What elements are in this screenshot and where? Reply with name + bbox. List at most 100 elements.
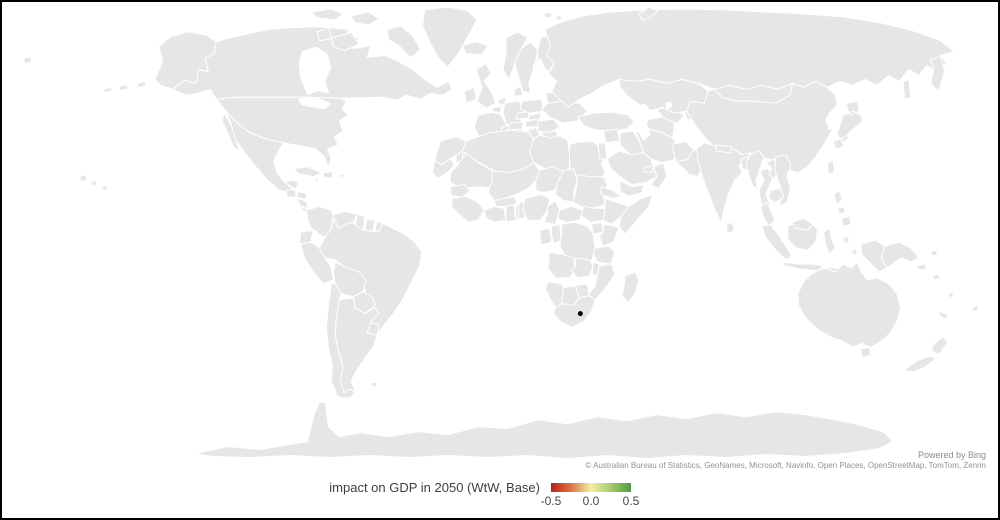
country-greenland[interactable]	[422, 6, 478, 68]
country-hispaniola[interactable]	[322, 171, 334, 180]
country-tanzania[interactable]	[592, 245, 616, 265]
country-eritrea[interactable]	[600, 186, 622, 199]
country-india[interactable]	[695, 142, 751, 223]
country-new-caledonia[interactable]	[938, 311, 950, 321]
country-belgium[interactable]	[491, 106, 503, 114]
legend-tick-max: 0.5	[622, 494, 640, 508]
country-guatemala[interactable]	[285, 189, 298, 198]
country-cambodia[interactable]	[768, 188, 785, 203]
legend-tick-mid: 0.0	[582, 494, 600, 508]
country-japan[interactable]	[832, 100, 864, 150]
country-nepal[interactable]	[714, 144, 733, 154]
baltic-sea	[532, 57, 546, 86]
country-ivory-coast[interactable]	[483, 205, 507, 223]
country-sumatra[interactable]	[761, 223, 793, 261]
country-vietnam[interactable]	[774, 154, 792, 207]
country-car[interactable]	[557, 205, 584, 223]
country-yemen[interactable]	[619, 180, 645, 197]
country-png[interactable]	[880, 241, 920, 269]
country-vanuatu[interactable]	[948, 291, 954, 299]
country-ghana[interactable]	[505, 203, 517, 223]
country-java[interactable]	[781, 261, 824, 272]
country-sweden[interactable]	[514, 41, 539, 94]
country-argentina[interactable]	[334, 297, 380, 394]
country-nigeria[interactable]	[522, 194, 551, 221]
country-suriname[interactable]	[364, 218, 376, 232]
country-novaya-zemlya[interactable]	[638, 6, 659, 21]
caspian-sea	[632, 103, 651, 141]
country-south-sudan[interactable]	[580, 205, 606, 223]
country-nz-south[interactable]	[903, 355, 938, 373]
country-south-africa[interactable]	[553, 295, 596, 328]
country-levant[interactable]	[597, 142, 608, 160]
country-aleutians[interactable]	[102, 80, 147, 93]
country-russia-kamchatka[interactable]	[930, 56, 946, 92]
country-turkey[interactable]	[576, 111, 635, 132]
country-tasmania[interactable]	[859, 346, 872, 358]
country-solomon[interactable]	[932, 273, 941, 281]
country-arctic-island-4[interactable]	[330, 32, 360, 52]
country-austria[interactable]	[507, 121, 525, 131]
country-zambia[interactable]	[570, 257, 594, 279]
country-arctic-island-1[interactable]	[310, 8, 344, 21]
country-hawaii[interactable]	[78, 174, 109, 192]
country-drc[interactable]	[559, 221, 596, 265]
country-nicaragua[interactable]	[297, 197, 308, 209]
country-uae[interactable]	[643, 166, 655, 174]
country-arctic-island-3[interactable]	[386, 25, 422, 59]
country-malay-peninsula[interactable]	[760, 201, 776, 227]
country-madagascar[interactable]	[621, 271, 640, 304]
country-maluku[interactable]	[842, 235, 858, 255]
country-cameroon[interactable]	[543, 199, 561, 225]
country-uganda[interactable]	[590, 221, 604, 235]
country-jamaica[interactable]	[312, 178, 320, 184]
country-poland[interactable]	[519, 98, 545, 114]
country-cuba[interactable]	[293, 166, 322, 178]
hudson-bay	[298, 46, 332, 96]
country-russia-sakhalin[interactable]	[902, 78, 912, 100]
country-australia[interactable]	[797, 261, 902, 348]
country-sri-lanka[interactable]	[725, 221, 735, 234]
country-antarctica[interactable]	[194, 401, 894, 459]
country-malaysia-borneo[interactable]	[791, 217, 815, 231]
countries-layer	[23, 6, 979, 459]
country-myanmar[interactable]	[745, 150, 765, 192]
black-sea	[577, 97, 624, 112]
country-png-islands[interactable]	[916, 249, 939, 271]
country-denmark[interactable]	[513, 85, 524, 97]
country-angola[interactable]	[547, 251, 576, 279]
country-mali[interactable]	[487, 162, 541, 201]
country-nz-north[interactable]	[931, 335, 949, 355]
country-ethiopia[interactable]	[602, 197, 630, 225]
country-fiji[interactable]	[971, 305, 979, 313]
country-taiwan[interactable]	[826, 160, 835, 175]
country-ireland[interactable]	[463, 86, 477, 104]
country-honduras[interactable]	[296, 191, 308, 200]
country-chile[interactable]	[325, 283, 356, 399]
country-somalia[interactable]	[618, 194, 654, 235]
country-senegal[interactable]	[449, 184, 471, 198]
lesotho-hole	[577, 311, 583, 317]
country-kenya[interactable]	[598, 223, 620, 247]
country-iceland[interactable]	[461, 41, 489, 56]
country-uk[interactable]	[475, 63, 497, 109]
country-arctic-island-5[interactable]	[316, 27, 332, 42]
country-arctic-island-2[interactable]	[350, 11, 380, 26]
country-svalbard[interactable]	[543, 11, 563, 21]
country-syria[interactable]	[602, 128, 621, 144]
country-falkland[interactable]	[370, 381, 378, 388]
country-peru[interactable]	[300, 241, 334, 285]
powered-by-bing-label: Powered by Bing	[917, 450, 986, 460]
country-gabon[interactable]	[539, 227, 553, 246]
country-philippines[interactable]	[832, 190, 852, 227]
country-bering-island[interactable]	[23, 56, 33, 65]
country-western-sahara[interactable]	[432, 158, 455, 180]
country-puerto-rico[interactable]	[338, 173, 345, 179]
country-congo[interactable]	[551, 223, 563, 245]
country-mexico[interactable]	[221, 110, 300, 194]
country-sulawesi[interactable]	[822, 227, 836, 255]
country-sudan[interactable]	[572, 174, 608, 209]
country-guinea[interactable]	[450, 195, 485, 223]
